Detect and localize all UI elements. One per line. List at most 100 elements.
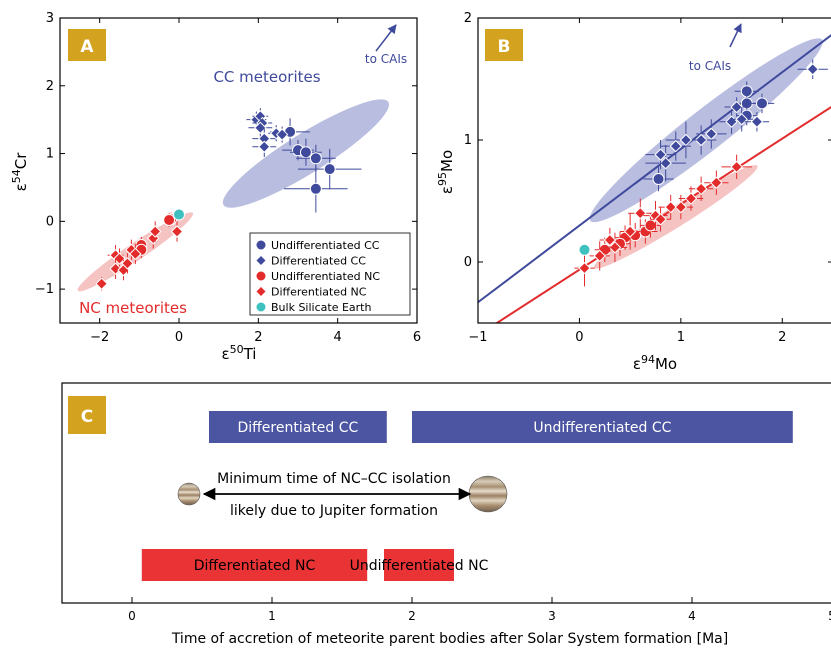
data-point [634,206,647,220]
data-point [623,225,637,238]
x-tick-label: −1 [468,330,487,345]
panel-c: C Differentiated CC Undifferentiated CCDi… [61,382,831,647]
data-point [323,163,336,176]
data-point [113,252,126,265]
data-point [578,243,591,256]
panel-b-plot-area [478,34,831,323]
x-tick-label: −2 [90,330,109,345]
panel-b-cai-arrow [729,23,742,48]
y-tick-label: 2 [464,11,472,26]
data-point [109,262,122,275]
timeline-bar-label: Differentiated CC [237,420,358,436]
timeline-bar [209,411,387,443]
data-point [578,261,591,275]
legend-label: Differentiated CC [271,255,366,268]
y-tick-label: 3 [46,11,54,26]
timeline-bar-label: Differentiated NC [194,558,316,574]
data-point [679,133,693,147]
panel-c-letter: C [81,407,93,427]
timeline-bar [141,549,368,581]
panel-b-clipped-data [478,34,831,323]
cc-meteorites-label: CC meteorites [213,68,320,86]
data-point [694,182,708,196]
data-point [644,219,657,232]
data-point [309,152,322,165]
x-tick-label: 2 [778,330,786,345]
legend-marker [256,256,266,265]
timeline-bar-label: Undifferentiated NC [350,558,489,574]
panel-b-xlabel: ε94Mo [633,353,677,373]
panel-a-cai-label: to CAIs [365,52,407,66]
data-point [735,113,748,126]
data-point [756,97,768,110]
legend-marker [256,302,266,312]
panel-c-xlabel: Time of accretion of meteorite parent bo… [171,631,728,647]
data-point [275,128,289,141]
panel-b-ticks: −1 0 1 2 0 1 2 [464,11,831,345]
data-point [674,200,688,214]
panel-c-frame [61,382,831,604]
data-point [163,213,176,226]
isolation-annotation: Minimum time of NC–CC isolation likely d… [177,471,508,519]
panel-b-ylabel: ε95Mo [436,150,456,194]
data-point [258,140,271,153]
data-point [669,139,682,153]
y-tick-label: 1 [464,133,472,148]
panel-a-frame [59,17,418,324]
data-point [121,257,134,270]
timeline-bar [384,549,454,581]
data-point [299,146,312,159]
timeline-bar [412,411,793,443]
data-point [129,247,142,261]
data-point [750,115,764,128]
small-jupiter-icon [177,482,201,506]
panel-a-xlabel: ε50Ti [222,343,257,363]
panel-a-legend: Undifferentiated CC Differentiated CC Undi… [249,232,411,316]
panel-a-letter: A [80,37,94,57]
panel-a-badge [68,29,106,61]
y-tick-label: 0 [464,255,472,270]
data-point [806,63,819,76]
timeline-bar-label: Undifferentiated CC [533,420,671,436]
large-jupiter-icon [468,475,508,513]
data-point [148,225,162,238]
y-tick-label: 0 [46,214,54,229]
data-point [652,173,665,186]
legend-box [249,232,411,316]
x-tick-label: 1 [268,609,276,623]
panel-b-letter: B [498,37,511,57]
panel-b-badge [485,29,523,61]
isolation-text-line-1: Minimum time of NC–CC isolation [217,471,451,487]
legend-marker [256,271,266,281]
y-tick-label: −1 [35,282,54,297]
panel-c-bars: Differentiated CC Undifferentiated CC Diff… [141,411,793,581]
x-tick-label: 3 [548,609,556,623]
y-tick-label: 2 [46,79,54,94]
panel-a-cai-arrow [375,24,397,52]
panel-b-cai-label: to CAIs [689,59,731,73]
legend-label: Undifferentiated NC [271,270,380,283]
data-point [593,249,606,263]
panel-a-ylabel: ε54Cr [10,152,30,192]
data-point [173,208,185,221]
data-point [730,100,743,114]
data-point [603,233,617,247]
x-tick-label: 1 [677,330,685,345]
x-tick-label: 5 [828,609,831,623]
x-tick-label: 4 [688,609,696,623]
panel-b-frame [477,17,831,324]
nc-meteorites-label: NC meteorites [79,299,187,317]
panel-c-badge [68,396,106,434]
data-point [659,156,672,170]
legend-label: Bulk Silicate Earth [271,301,371,314]
x-tick-label: 0 [175,330,183,345]
data-point [147,232,160,245]
data-point [684,192,698,205]
panel-a-clipped-data [77,99,390,292]
panel-a-plot-area [77,99,390,292]
x-tick-label: 0 [575,330,583,345]
data-point [730,160,743,174]
x-tick-label: 6 [413,330,421,345]
data-point [608,241,622,254]
